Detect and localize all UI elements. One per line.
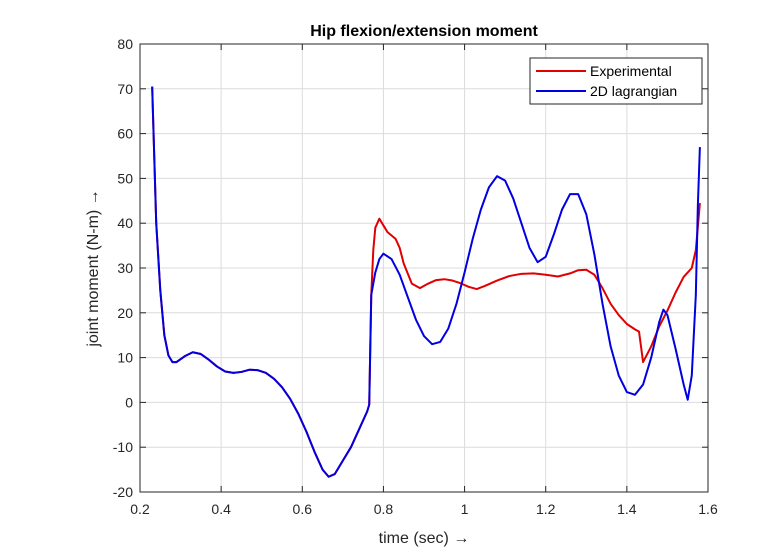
- x-tick-label: 0.8: [374, 501, 394, 517]
- legend-label-2d-lagrangian: 2D lagrangian: [590, 83, 677, 99]
- series-line-2d-lagrangian: [151, 86, 701, 478]
- legend-box: [529, 57, 703, 105]
- y-tick-label: 50: [117, 170, 133, 186]
- x-axis-label: time (sec) →: [379, 530, 470, 547]
- y-tick-label: 30: [117, 260, 133, 276]
- y-tick-label: -10: [113, 439, 133, 455]
- legend-label-experimental: Experimental: [590, 63, 672, 79]
- y-tick-label: 60: [117, 126, 133, 142]
- x-tick-label: 0.2: [130, 501, 150, 517]
- y-tick-label: 0: [125, 394, 133, 410]
- x-tick-label: 1.4: [617, 501, 637, 517]
- y-tick-label: 70: [117, 81, 133, 97]
- axis-ticks: 0.2 0.4 0.6 0.8 1 1.2 1.4 1.6 -20 -10 0 10 20 30 40 50 6…: [113, 36, 718, 517]
- y-tick-label: 80: [117, 36, 133, 52]
- x-tick-label: 1: [461, 501, 469, 517]
- x-tick-label: 0.4: [211, 501, 231, 517]
- y-axis-label: joint moment (N-m) →: [85, 189, 102, 347]
- y-tick-label: 40: [117, 215, 133, 231]
- series-line-experimental: [151, 86, 701, 478]
- x-tick-label: 0.6: [293, 501, 313, 517]
- x-tick-label: 1.2: [536, 501, 556, 517]
- y-tick-label: -20: [113, 484, 133, 500]
- legend: Experimental 2D lagrangian: [529, 57, 703, 105]
- grid: [139, 43, 709, 493]
- series-lines: [151, 86, 701, 478]
- chart-title: Hip flexion/extension moment: [310, 23, 538, 40]
- x-tick-label: 1.6: [698, 501, 718, 517]
- y-tick-label: 20: [117, 305, 133, 321]
- y-tick-label: 10: [117, 350, 133, 366]
